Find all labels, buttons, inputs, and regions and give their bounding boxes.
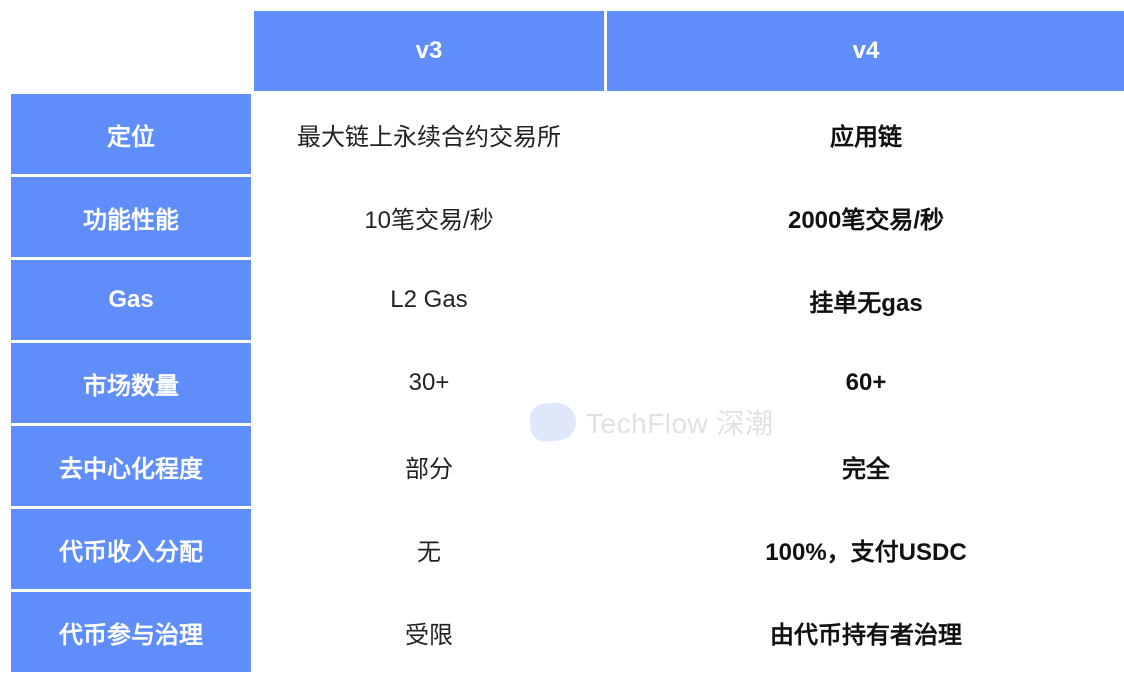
cell-v4: 完全	[607, 426, 1124, 506]
cell-v4: 由代币持有者治理	[607, 592, 1124, 672]
cell-v4: 应用链	[607, 94, 1124, 174]
table-row: 市场数量 30+ 60+	[11, 343, 1124, 423]
row-label: 代币收入分配	[11, 509, 251, 589]
cell-v3: 30+	[254, 343, 604, 423]
row-label: 功能性能	[11, 177, 251, 257]
cell-v4: 挂单无gas	[607, 260, 1124, 340]
cell-v4: 2000笔交易/秒	[607, 177, 1124, 257]
table-row: Gas L2 Gas 挂单无gas	[11, 260, 1124, 340]
table-row: 功能性能 10笔交易/秒 2000笔交易/秒	[11, 177, 1124, 257]
cell-v4: 100%，支付USDC	[607, 509, 1124, 589]
cell-v3: 受限	[254, 592, 604, 672]
cell-v3: 10笔交易/秒	[254, 177, 604, 257]
cell-v3: L2 Gas	[254, 260, 604, 340]
cell-v4: 60+	[607, 343, 1124, 423]
row-label: 定位	[11, 94, 251, 174]
table-row: 代币参与治理 受限 由代币持有者治理	[11, 592, 1124, 672]
cell-v3: 最大链上永续合约交易所	[254, 94, 604, 174]
cell-v3: 部分	[254, 426, 604, 506]
table-row: 代币收入分配 无 100%，支付USDC	[11, 509, 1124, 589]
row-label: 市场数量	[11, 343, 251, 423]
cell-v3: 无	[254, 509, 604, 589]
header-empty-cell	[11, 11, 251, 91]
row-label: 去中心化程度	[11, 426, 251, 506]
table-header-row: v3 v4	[11, 11, 1124, 91]
comparison-table: v3 v4 定位 最大链上永续合约交易所 应用链 功能性能 10笔交易/秒 20…	[8, 8, 1124, 675]
table-row: 定位 最大链上永续合约交易所 应用链	[11, 94, 1124, 174]
header-v3: v3	[254, 11, 604, 91]
row-label: 代币参与治理	[11, 592, 251, 672]
table-row: 去中心化程度 部分 完全	[11, 426, 1124, 506]
header-v4: v4	[607, 11, 1124, 91]
row-label: Gas	[11, 260, 251, 340]
